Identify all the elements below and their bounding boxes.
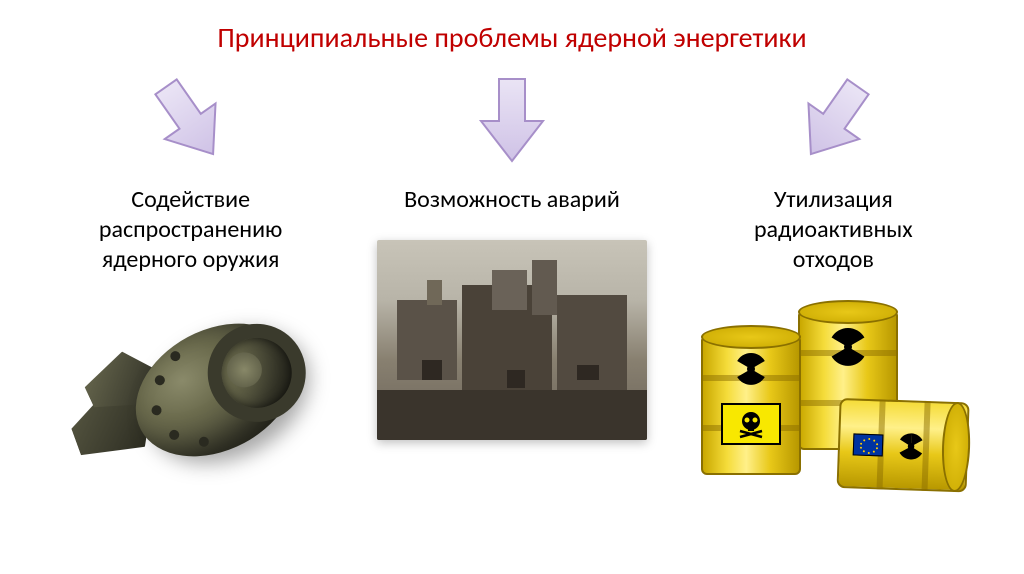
- arrow-waste-icon: [777, 64, 889, 182]
- title-text: Принципиальные проблемы ядерной энергети…: [217, 20, 806, 55]
- image-accidents: [377, 240, 647, 440]
- page-title: Принципиальные проблемы ядерной энергети…: [0, 0, 1024, 55]
- image-waste: [693, 300, 973, 500]
- label-waste: Утилизация радиоактивных отходов: [754, 185, 913, 275]
- column-accidents: Возможность аварий: [362, 65, 662, 440]
- label-weapons: Содействие распространению ядерного оруж…: [99, 185, 282, 275]
- arrow-accidents-icon: [477, 75, 547, 170]
- arrow-weapons-icon: [135, 64, 247, 182]
- bomb-icon: [61, 300, 321, 480]
- accident-photo-icon: [377, 240, 647, 440]
- label-accidents: Возможность аварий: [404, 185, 620, 215]
- image-weapons: [61, 300, 321, 480]
- column-weapons: Содействие распространению ядерного оруж…: [41, 65, 341, 480]
- columns-row: Содействие распространению ядерного оруж…: [0, 65, 1024, 500]
- column-waste: Утилизация радиоактивных отходов: [683, 65, 983, 500]
- barrels-icon: [693, 300, 973, 500]
